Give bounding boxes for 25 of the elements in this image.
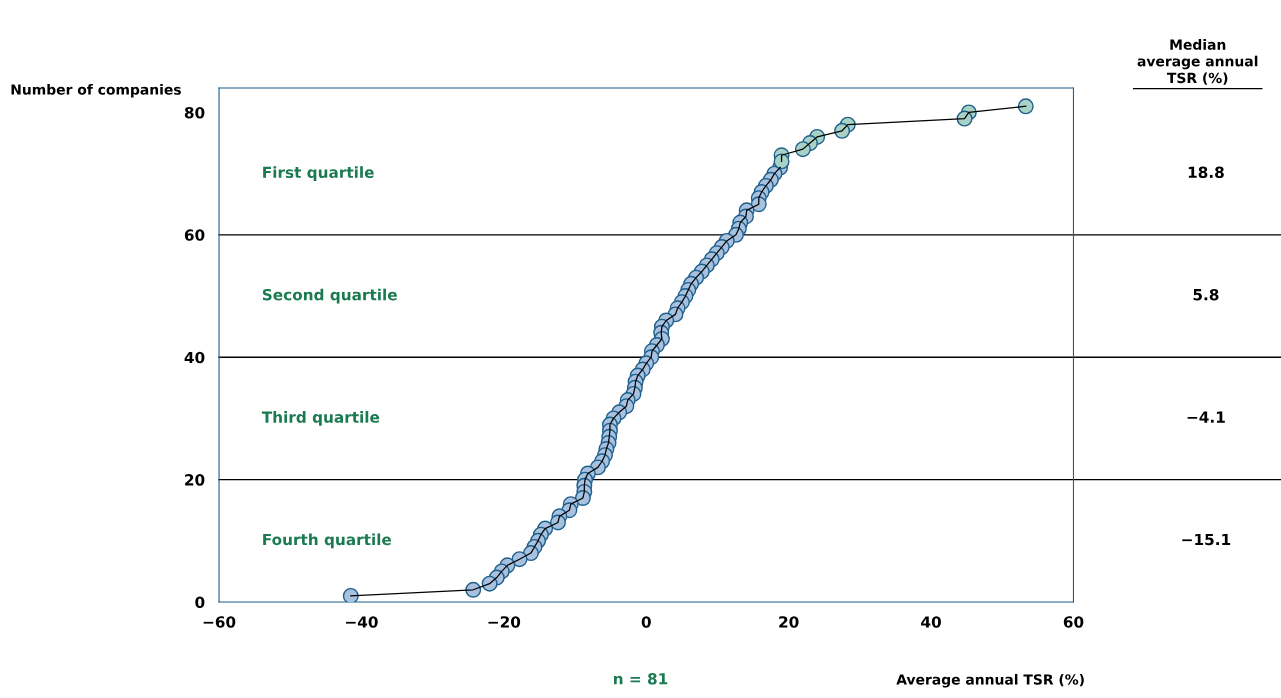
y-tick-label: 40	[184, 351, 205, 364]
y-tick-label: 0	[195, 596, 205, 609]
x-tick-label: 60	[1063, 616, 1084, 628]
x-tick-label: −20	[488, 616, 521, 628]
x-tick-label: 20	[779, 616, 799, 628]
x-tick-label: 0	[641, 616, 651, 628]
annotation: Fourth quartile	[263, 533, 392, 549]
x-tick-label: −40	[346, 616, 378, 628]
y-tick-label: 60	[184, 229, 205, 241]
x-tick-label: 40	[921, 616, 941, 628]
y-tick-label: 80	[184, 106, 205, 119]
text: n = 81	[614, 673, 668, 685]
annotation: Second quartile	[262, 288, 397, 304]
annotation: First quartile	[263, 166, 374, 182]
text: −4.1	[1187, 411, 1225, 423]
x-tick-label: −60	[203, 616, 236, 628]
y-axis-title: Number of companies	[11, 84, 181, 98]
text: 5.8	[1193, 288, 1219, 301]
annotation: Third quartile	[261, 411, 380, 426]
text: 18.8	[1188, 166, 1224, 179]
x-axis-title: Average annual TSR (%)	[896, 673, 1084, 688]
y-tick-label: 20	[185, 474, 205, 486]
text: −15.1	[1182, 533, 1231, 546]
text: Median average annual TSR (%)	[1137, 39, 1258, 85]
point	[1017, 98, 1034, 115]
